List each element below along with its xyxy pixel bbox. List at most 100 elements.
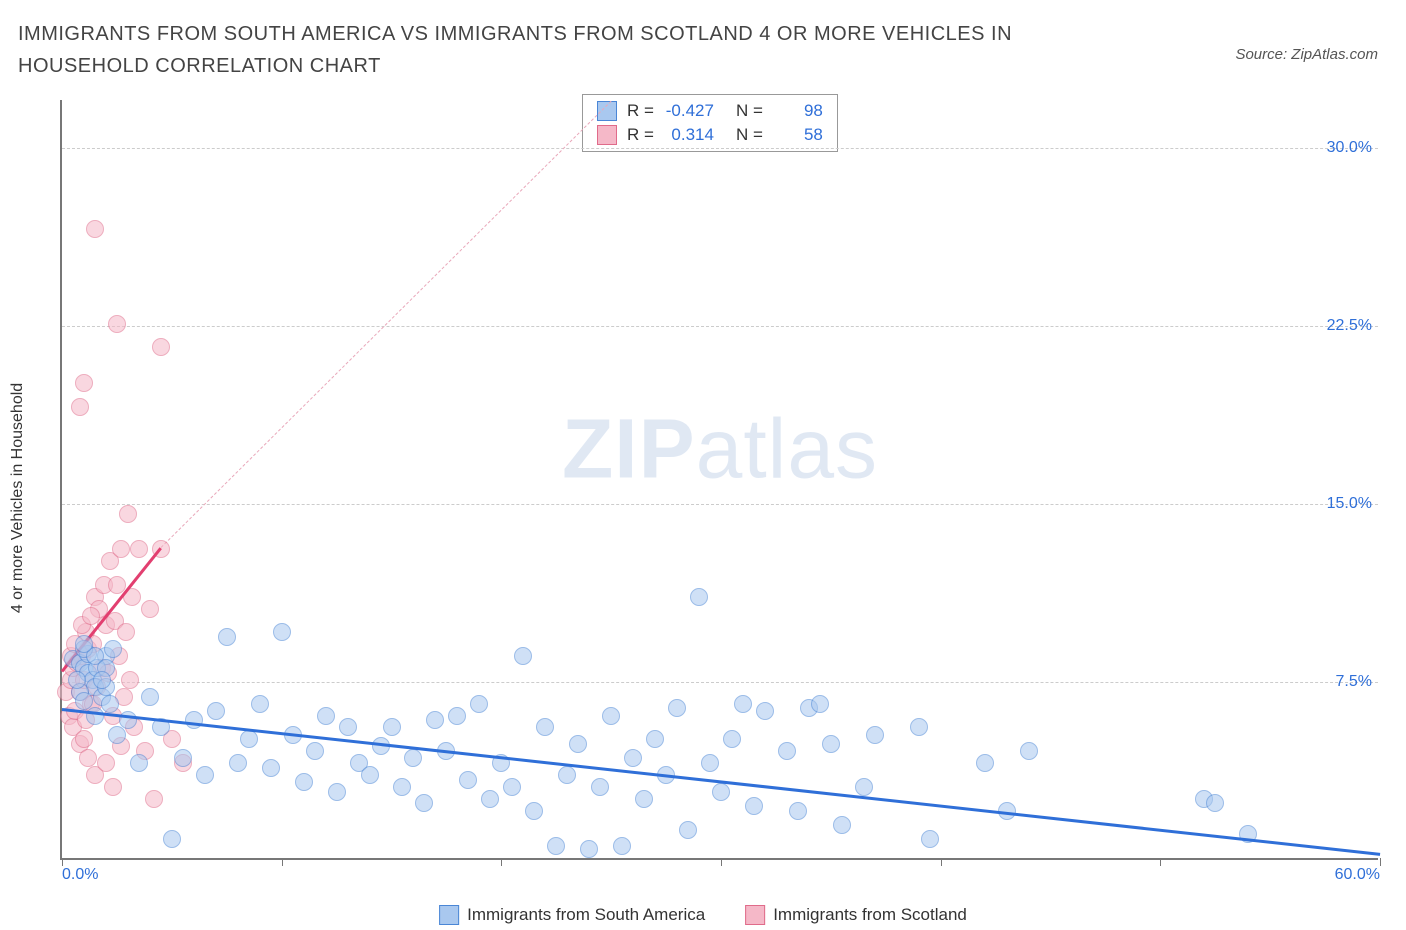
data-point — [547, 837, 565, 855]
data-point — [306, 742, 324, 760]
watermark: ZIPatlas — [562, 400, 878, 497]
data-point — [723, 730, 741, 748]
data-point — [112, 540, 130, 558]
r-value-b: 0.314 — [664, 125, 714, 145]
data-point — [121, 671, 139, 689]
x-tick — [62, 858, 63, 866]
data-point — [174, 749, 192, 767]
data-point — [624, 749, 642, 767]
y-axis-label: 4 or more Vehicles in Household — [9, 382, 27, 612]
x-tick — [1160, 858, 1161, 866]
data-point — [756, 702, 774, 720]
data-point — [789, 802, 807, 820]
data-point — [218, 628, 236, 646]
data-point — [393, 778, 411, 796]
x-tick — [1380, 858, 1381, 866]
data-point — [361, 766, 379, 784]
data-point — [525, 802, 543, 820]
trend-line — [62, 708, 1380, 856]
data-point — [822, 735, 840, 753]
data-point — [295, 773, 313, 791]
legend-swatch-b — [745, 905, 765, 925]
n-value-b: 58 — [773, 125, 823, 145]
source-attribution: Source: ZipAtlas.com — [1235, 46, 1378, 63]
legend-item-a: Immigrants from South America — [439, 905, 705, 925]
data-point — [240, 730, 258, 748]
gridline — [62, 326, 1378, 327]
x-tick-label: 0.0% — [62, 866, 98, 884]
data-point — [690, 588, 708, 606]
data-point — [196, 766, 214, 784]
correlation-stats-box: R = -0.427 N = 98 R = 0.314 N = 58 — [582, 94, 838, 152]
data-point — [602, 707, 620, 725]
data-point — [71, 398, 89, 416]
data-point — [104, 778, 122, 796]
data-point — [119, 505, 137, 523]
data-point — [855, 778, 873, 796]
data-point — [79, 749, 97, 767]
data-point — [459, 771, 477, 789]
legend-item-b: Immigrants from Scotland — [745, 905, 967, 925]
x-tick-label: 60.0% — [1335, 866, 1380, 884]
data-point — [328, 783, 346, 801]
x-tick — [282, 858, 283, 866]
data-point — [866, 726, 884, 744]
data-point — [1206, 794, 1224, 812]
swatch-series-b — [597, 125, 617, 145]
stats-row-series-a: R = -0.427 N = 98 — [583, 99, 837, 123]
data-point — [635, 790, 653, 808]
data-point — [569, 735, 587, 753]
data-point — [404, 749, 422, 767]
data-point — [273, 623, 291, 641]
data-point — [712, 783, 730, 801]
chart-title: IMMIGRANTS FROM SOUTH AMERICA VS IMMIGRA… — [18, 18, 1118, 82]
data-point — [141, 688, 159, 706]
legend-label-a: Immigrants from South America — [467, 905, 705, 925]
data-point — [101, 695, 119, 713]
data-point — [152, 338, 170, 356]
y-tick-label: 15.0% — [1327, 495, 1372, 513]
data-point — [75, 730, 93, 748]
data-point — [75, 374, 93, 392]
data-point — [108, 315, 126, 333]
data-point — [185, 711, 203, 729]
data-point — [448, 707, 466, 725]
data-point — [141, 600, 159, 618]
x-tick — [501, 858, 502, 866]
data-point — [130, 540, 148, 558]
data-point — [75, 635, 93, 653]
y-tick-label: 30.0% — [1327, 139, 1372, 157]
data-point — [104, 640, 122, 658]
data-point — [130, 754, 148, 772]
n-value-a: 98 — [773, 101, 823, 121]
data-point — [580, 840, 598, 858]
y-tick-label: 7.5% — [1336, 673, 1372, 691]
data-point — [514, 647, 532, 665]
data-point — [145, 790, 163, 808]
data-point — [745, 797, 763, 815]
stats-row-series-b: R = 0.314 N = 58 — [583, 123, 837, 147]
data-point — [93, 671, 111, 689]
gridline — [62, 682, 1378, 683]
gridline — [62, 148, 1378, 149]
trend-line — [160, 100, 611, 547]
y-tick-label: 22.5% — [1327, 317, 1372, 335]
data-point — [317, 707, 335, 725]
data-point — [536, 718, 554, 736]
bottom-legend: Immigrants from South America Immigrants… — [439, 905, 967, 925]
data-point — [117, 623, 135, 641]
data-point — [591, 778, 609, 796]
data-point — [613, 837, 631, 855]
data-point — [339, 718, 357, 736]
data-point — [1020, 742, 1038, 760]
data-point — [86, 707, 104, 725]
data-point — [481, 790, 499, 808]
legend-label-b: Immigrants from Scotland — [773, 905, 967, 925]
x-tick — [941, 858, 942, 866]
data-point — [262, 759, 280, 777]
legend-swatch-a — [439, 905, 459, 925]
data-point — [86, 220, 104, 238]
data-point — [207, 702, 225, 720]
data-point — [415, 794, 433, 812]
data-point — [470, 695, 488, 713]
